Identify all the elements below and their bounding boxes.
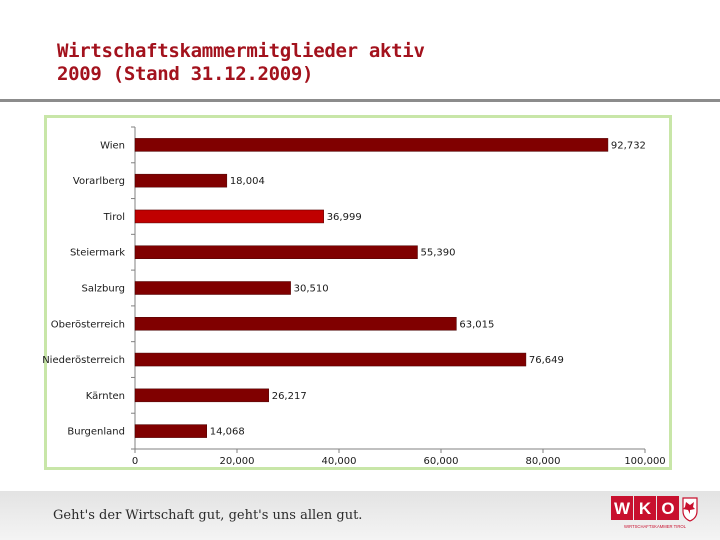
x-tick-label: 20,000 bbox=[220, 456, 255, 467]
logo-box-k bbox=[634, 496, 656, 520]
category-label: Salzburg bbox=[82, 284, 125, 295]
x-tick-label: 80,000 bbox=[526, 456, 561, 467]
bar bbox=[134, 424, 207, 438]
slide-title: Wirtschaftskammermitglieder aktiv 2009 (… bbox=[57, 40, 425, 86]
slide-title-line-1: Wirtschaftskammermitglieder aktiv bbox=[57, 40, 425, 62]
svg-text:K: K bbox=[639, 499, 652, 518]
wko-logo: W K O WIRTSCHAFTSKAMMER TIROL bbox=[611, 496, 698, 529]
bar bbox=[134, 352, 527, 367]
category-label: Niederösterreich bbox=[42, 355, 125, 366]
bar bbox=[134, 245, 418, 259]
value-label: 92,732 bbox=[611, 140, 646, 151]
value-label: 30,510 bbox=[294, 284, 329, 295]
bar bbox=[134, 388, 269, 403]
x-tick-label: 40,000 bbox=[322, 456, 357, 467]
title-divider bbox=[0, 99, 720, 102]
x-tick-label: 100,000 bbox=[624, 456, 665, 467]
category-label: Oberösterreich bbox=[51, 319, 125, 330]
value-label: 36,999 bbox=[327, 212, 362, 223]
category-label: Wien bbox=[100, 140, 125, 151]
category-label: Vorarlberg bbox=[73, 176, 125, 187]
value-label: 63,015 bbox=[459, 319, 494, 330]
footer-slogan: Geht's der Wirtschaft gut, geht's uns al… bbox=[53, 508, 363, 523]
slide-title-line-2: 2009 (Stand 31.12.2009) bbox=[57, 63, 314, 85]
bar bbox=[134, 173, 228, 188]
category-label: Tirol bbox=[103, 212, 125, 223]
category-label: Kärnten bbox=[86, 391, 125, 402]
logo-subtext: WIRTSCHAFTSKAMMER TIROL bbox=[624, 524, 687, 529]
tirol-eagle-icon bbox=[682, 497, 698, 522]
value-label: 76,649 bbox=[529, 355, 564, 366]
category-label: Steiermark bbox=[70, 248, 125, 259]
x-tick-label: 60,000 bbox=[424, 456, 459, 467]
value-label: 18,004 bbox=[230, 176, 265, 187]
logo-wordmark: W K O bbox=[614, 499, 675, 518]
svg-text:O: O bbox=[661, 499, 674, 518]
bar bbox=[134, 281, 291, 295]
bar bbox=[134, 138, 609, 152]
bar bbox=[134, 317, 457, 331]
value-label: 55,390 bbox=[420, 248, 455, 259]
footer-bar: Geht's der Wirtschaft gut, geht's uns al… bbox=[0, 491, 720, 540]
value-label: 26,217 bbox=[272, 391, 307, 402]
svg-text:W: W bbox=[614, 499, 631, 518]
x-tick-label: 0 bbox=[132, 456, 138, 467]
logo-box-o bbox=[657, 496, 679, 520]
value-label: 14,068 bbox=[210, 427, 245, 438]
bar bbox=[134, 209, 324, 224]
logo-box-w bbox=[611, 496, 633, 520]
category-label: Burgenland bbox=[67, 427, 125, 438]
